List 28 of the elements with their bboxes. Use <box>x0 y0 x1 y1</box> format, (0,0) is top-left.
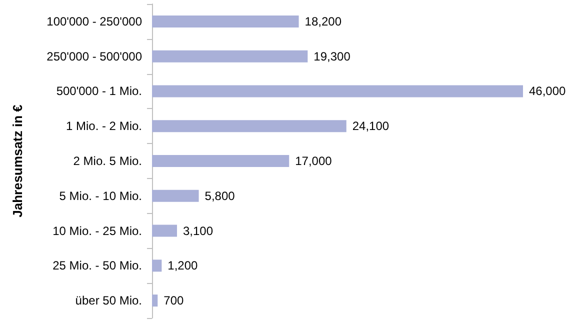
y-tick-label: 25 Mio. - 50 Mio. <box>52 258 142 273</box>
data-label: 5,800 <box>204 188 236 203</box>
data-label: 19,300 <box>314 49 351 64</box>
bar <box>152 190 199 202</box>
data-label: 24,100 <box>352 119 390 134</box>
y-tick-label: über 50 Mio. <box>75 294 142 308</box>
bar <box>152 260 162 272</box>
bar <box>152 85 523 98</box>
y-tick-label: 500'000 - 1 Mio. <box>56 84 142 98</box>
bar <box>152 155 290 167</box>
bar <box>152 294 158 307</box>
y-tick-label: 5 Mio. - 10 Mio. <box>59 188 142 203</box>
y-axis-title: Jahresumsatz in € <box>10 104 25 218</box>
data-label: 700 <box>164 294 184 308</box>
bar <box>152 224 177 237</box>
data-label: 46,000 <box>529 84 566 98</box>
y-tick-label: 250'000 - 500'000 <box>46 49 142 64</box>
bar <box>152 50 308 62</box>
data-label: 17,000 <box>295 154 332 168</box>
bar <box>152 15 299 28</box>
y-tick-label: 10 Mio. - 25 Mio. <box>52 224 142 238</box>
data-label: 3,100 <box>183 224 214 238</box>
data-label: 18,200 <box>304 14 342 28</box>
bar <box>152 120 346 132</box>
y-tick-label: 100'000 - 250'000 <box>46 14 142 28</box>
y-tick-label: 1 Mio. - 2 Mio. <box>66 119 142 134</box>
data-label: 1,200 <box>168 258 198 273</box>
y-tick-label: 2 Mio. 5 Mio. <box>73 154 142 168</box>
